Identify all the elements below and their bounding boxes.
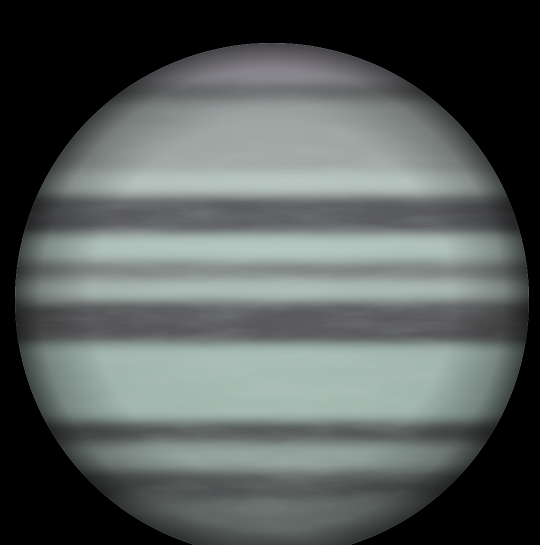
limb-darkening xyxy=(15,43,529,545)
